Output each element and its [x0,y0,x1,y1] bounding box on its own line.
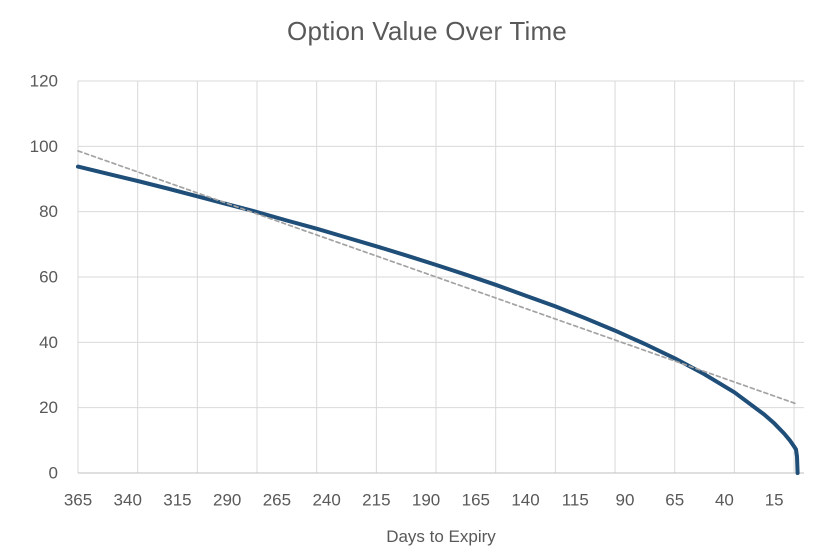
trendline-series [77,150,797,405]
x-tick-label: 240 [312,491,340,510]
x-tick-label: 190 [412,491,440,510]
option-value-series [76,164,800,475]
x-axis-title: Days to Expiry [386,527,496,546]
x-tick-label: 315 [163,491,191,510]
x-tick-label: 115 [562,491,589,510]
y-tick-label: 0 [49,464,58,483]
x-tick-label: 365 [64,491,92,510]
y-tick-label: 80 [39,202,58,221]
x-tick-label: 265 [263,491,291,510]
x-tick-label: 215 [362,491,390,510]
x-tick-label: 340 [114,491,142,510]
x-tick-label: 140 [511,491,539,510]
y-tick-label: 20 [39,398,58,417]
y-tick-label: 100 [30,137,58,156]
x-tick-label: 165 [462,491,490,510]
y-tick-label: 40 [39,333,58,352]
y-tick-label: 120 [30,72,58,91]
x-tick-label: 65 [665,491,684,510]
x-tick-label: 15 [765,491,784,510]
x-tick-label: 40 [715,491,734,510]
chart-title: Option Value Over Time [287,16,567,46]
x-tick-label: 290 [213,491,241,510]
x-tick-label: 90 [616,491,635,510]
y-tick-label: 60 [39,268,58,287]
